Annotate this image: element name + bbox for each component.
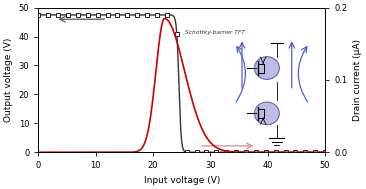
Y-axis label: Output voltage (V): Output voltage (V) (4, 38, 13, 122)
Text: Schottky-barrier TFT: Schottky-barrier TFT (184, 30, 244, 35)
Circle shape (254, 57, 279, 79)
Circle shape (254, 102, 279, 125)
X-axis label: Input voltage (V): Input voltage (V) (143, 176, 220, 185)
Y-axis label: Drain current (μA): Drain current (μA) (353, 39, 362, 121)
